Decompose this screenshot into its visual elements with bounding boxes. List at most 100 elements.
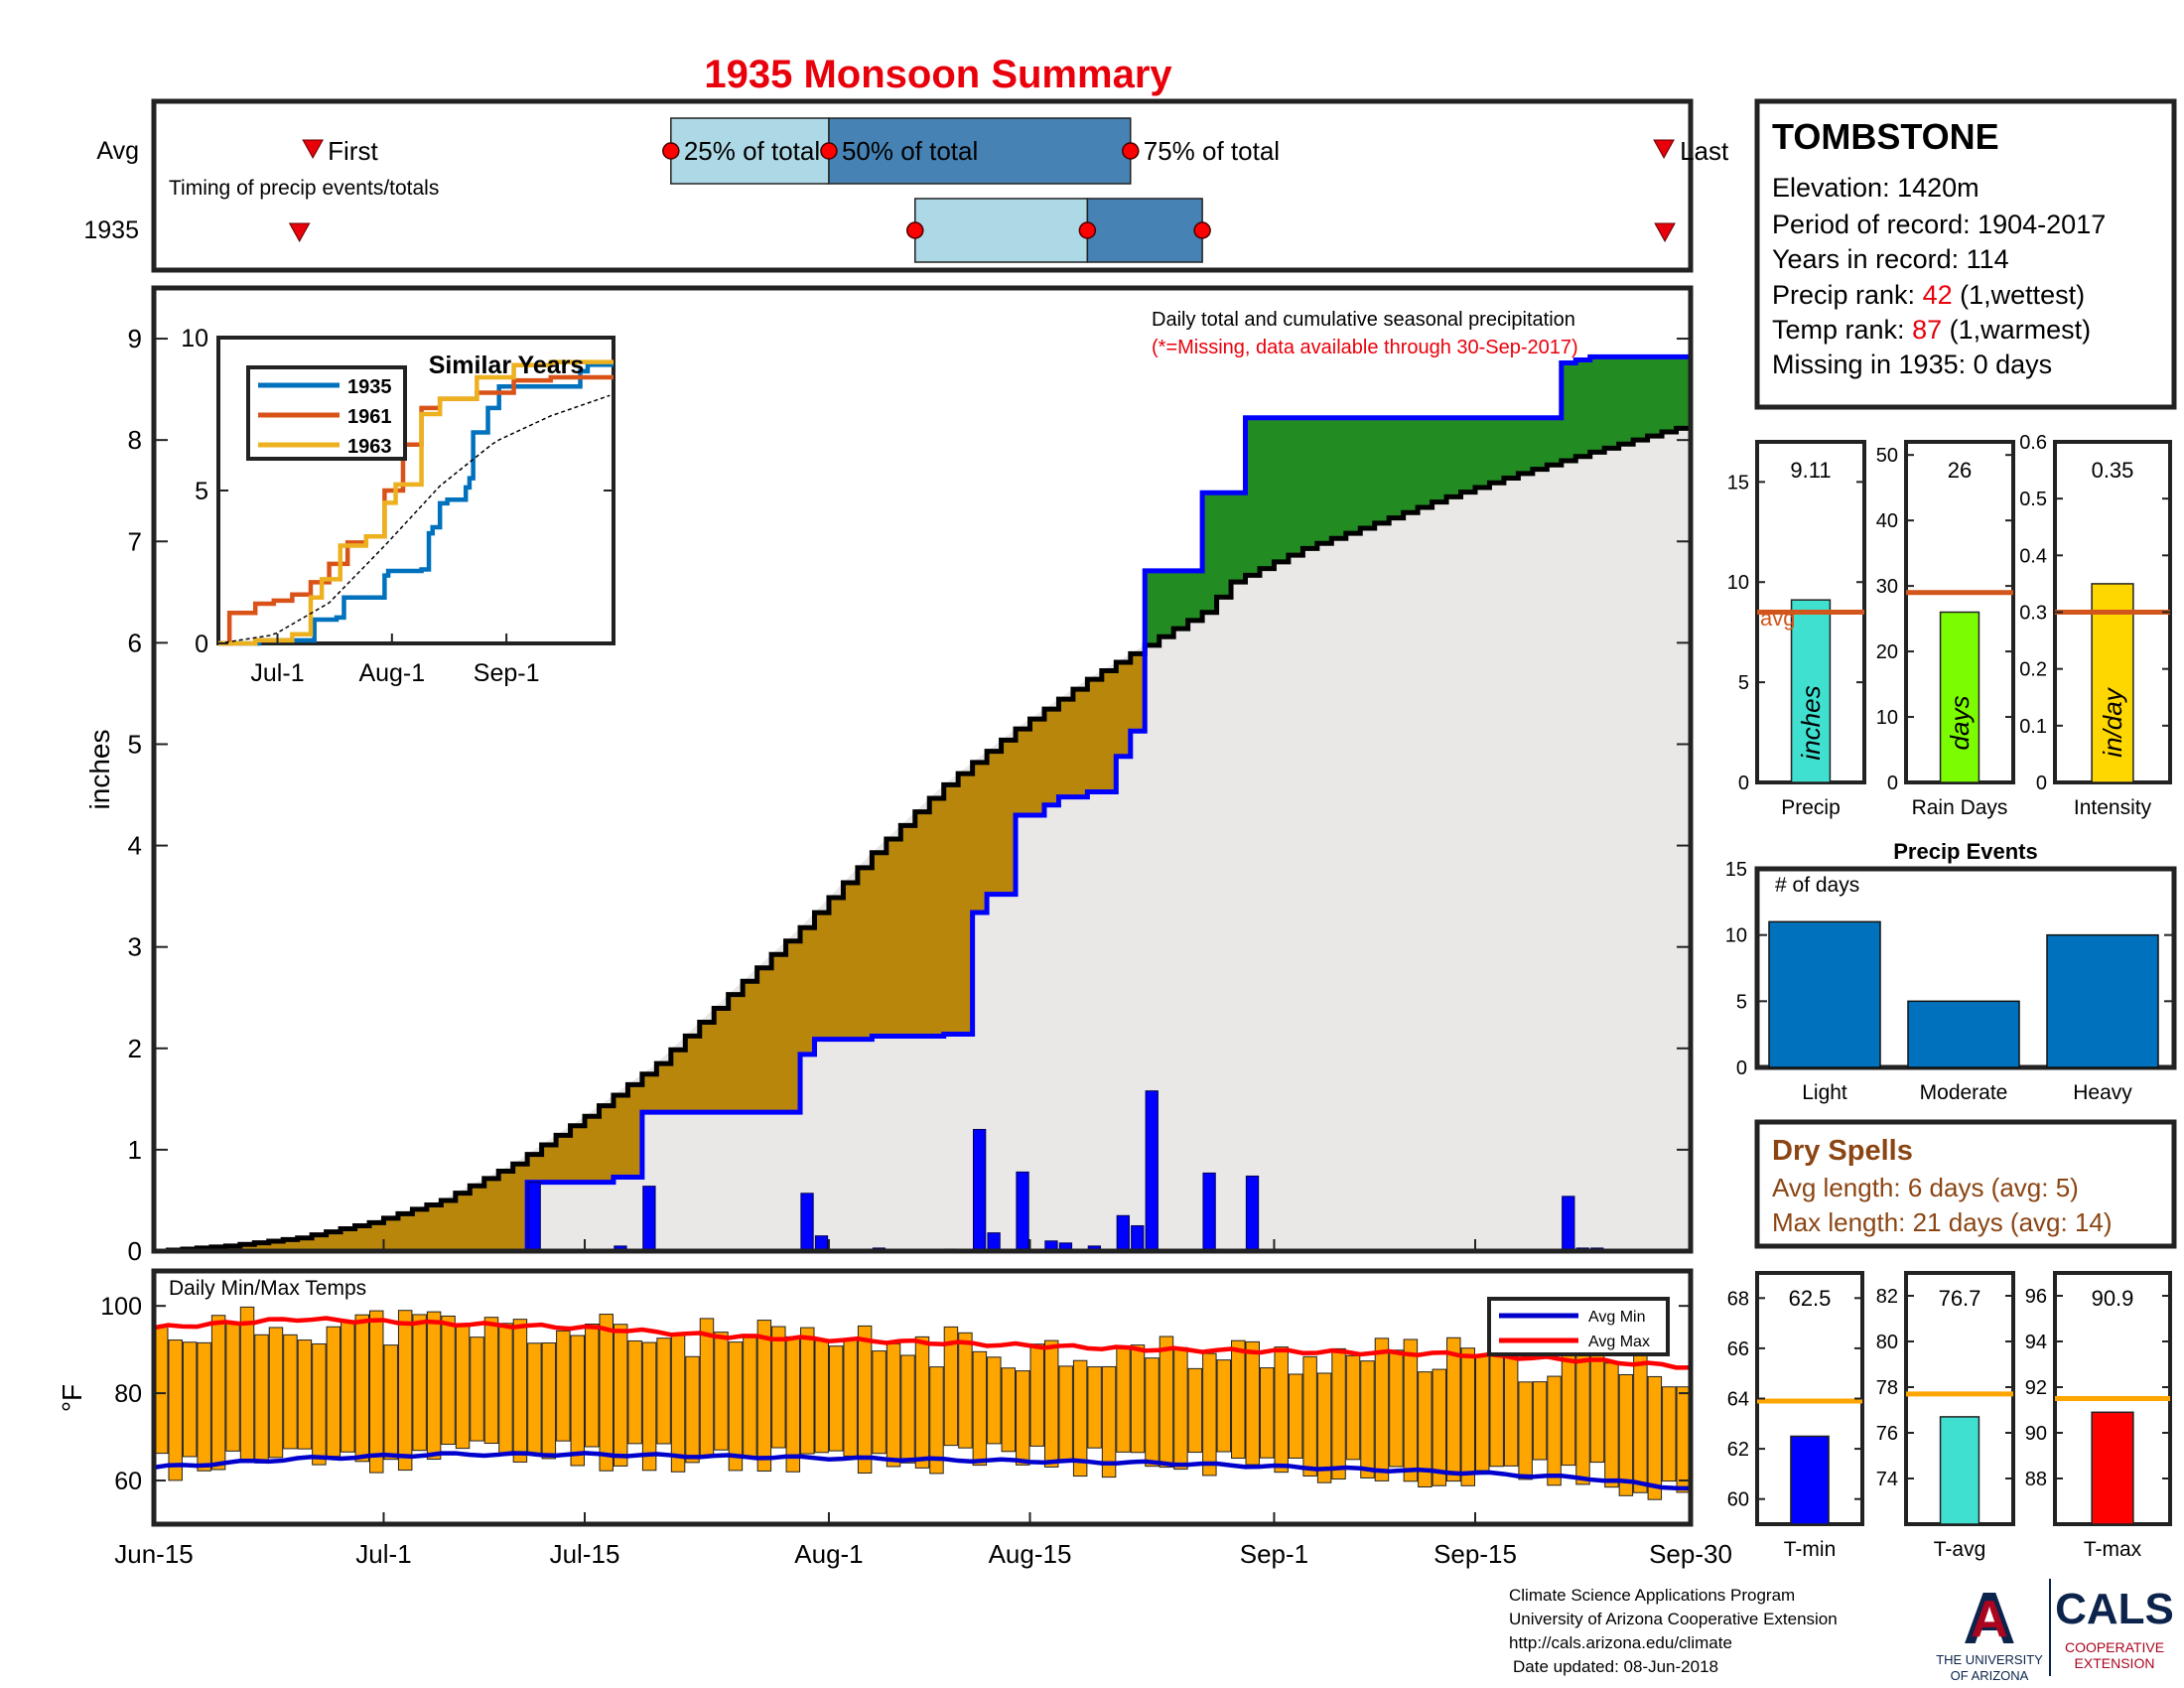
inset-legend-1935: 1935 (347, 376, 392, 398)
inset-title: Similar Years (429, 352, 585, 379)
above-avg-fill (1345, 417, 1361, 534)
below-avg-fill (383, 1217, 399, 1251)
daily-temp-bar (699, 1318, 715, 1458)
side-bar-intensity (2091, 583, 2134, 783)
side-value-intensity: 0.35 (2092, 458, 2134, 483)
daily-temp-bar (958, 1332, 973, 1449)
precip-events-panel: Precip Events Light Moderate Heavy 0 5 10 15 #… (1725, 839, 2177, 1104)
above-avg-fill (1389, 417, 1405, 518)
side-ytick-label: 5 (1738, 672, 1749, 694)
daily-temp-bar (656, 1337, 671, 1445)
daily-precip-bar (1145, 1090, 1159, 1252)
timing-panel: Avg 1935 Timing of precip events/totals … (83, 98, 1729, 273)
above-avg-fill (1316, 417, 1332, 544)
legend-avg-max: Avg Max (1588, 1334, 1650, 1350)
daily-temp-bar (929, 1366, 944, 1475)
inset-avg-line (217, 394, 611, 644)
side-ytick-label: 0.5 (2019, 489, 2047, 510)
daily-precip-bar (1131, 1224, 1145, 1252)
station-missing: Missing in 1935: 0 days (1772, 350, 2052, 379)
temp-side-ytick-label: 64 (1727, 1389, 1749, 1411)
temp-side-ytick-label: 66 (1727, 1338, 1749, 1360)
temp-ytick-label: 80 (114, 1380, 142, 1408)
main-ytick-label: 9 (128, 324, 142, 353)
below-avg-fill (1043, 709, 1060, 805)
above-avg-fill (1633, 356, 1649, 441)
daily-temp-bar (341, 1320, 355, 1453)
temp-ylabel: °F (57, 1384, 87, 1412)
side-ytick-label: 0.2 (2019, 659, 2047, 681)
temp-side-ytick-label: 60 (1727, 1489, 1749, 1511)
above-avg-fill (1489, 417, 1505, 484)
below-avg-fill (585, 1116, 601, 1183)
daily-temp-bar (1087, 1366, 1102, 1449)
daily-temp-bar (1575, 1352, 1590, 1485)
below-avg-fill (771, 954, 787, 1113)
daily-temp-bar (743, 1336, 757, 1460)
daily-temp-bar (900, 1354, 915, 1464)
below-avg-fill (987, 751, 1003, 895)
daily-temp-bar (1561, 1344, 1576, 1467)
temp-side-bar-tavg (1939, 1416, 1980, 1525)
cals-sub-2: EXTENSION (2075, 1655, 2155, 1671)
main-note-1: Daily total and cumulative seasonal prec… (1152, 309, 1575, 331)
xtick-label: Sep-1 (1240, 1539, 1308, 1569)
daily-temp-bar (914, 1336, 930, 1469)
footer-line-4: Date updated: 08-Jun-2018 (1513, 1657, 1718, 1676)
main-note-2: (*=Missing, data available through 30-Se… (1152, 337, 1578, 358)
temp-side-ytick-label: 68 (1727, 1288, 1749, 1310)
precip-avg-label: avg (1760, 606, 1795, 631)
side-value-precip: 9.11 (1790, 458, 1831, 483)
daily-temp-bar (1231, 1339, 1246, 1460)
above-avg-fill (1331, 417, 1347, 539)
daily-temp-bar (1159, 1336, 1174, 1469)
below-avg-fill (556, 1135, 572, 1183)
below-avg-fill (455, 1193, 471, 1251)
daily-temp-bar (1589, 1353, 1605, 1464)
daily-temp-bar (685, 1355, 700, 1464)
daily-precip-bar (527, 1182, 541, 1252)
cals-text: CALS (2055, 1585, 2174, 1633)
below-avg-fill (914, 811, 930, 1037)
daily-temp-bar (1043, 1339, 1059, 1468)
below-avg-fill (512, 1164, 528, 1251)
event-ytick-label: 15 (1725, 859, 1747, 881)
inset-legend: 1935 1961 1963 (246, 365, 407, 461)
event-ytick-label: 10 (1725, 925, 1747, 947)
temp-side-ytick-label: 96 (2025, 1286, 2047, 1308)
below-avg-fill (1072, 689, 1088, 797)
event-category-label: Moderate (1920, 1081, 2008, 1104)
above-avg-fill (1547, 417, 1563, 466)
temp-side-ytick-label: 94 (2025, 1332, 2047, 1353)
side-ytick-label: 50 (1876, 445, 1898, 467)
daily-temp-bar (872, 1350, 887, 1455)
first-label: First (328, 136, 378, 166)
above-avg-fill (1374, 417, 1390, 523)
above-avg-fill (1245, 417, 1261, 576)
legend-avg-min: Avg Min (1588, 1309, 1646, 1326)
daily-temp-bar (210, 1315, 226, 1471)
inset-series-1935 (218, 362, 614, 646)
below-avg-fill (828, 898, 845, 1040)
daily-temp-bar (1474, 1354, 1490, 1472)
main-ytick-label: 1 (128, 1135, 142, 1165)
below-avg-fill (886, 839, 901, 1037)
inset-xtick-label: Sep-1 (474, 659, 540, 687)
avg-min-temp-line (153, 1451, 1692, 1491)
temp-title: Daily Min/Max Temps (169, 1277, 366, 1300)
ua-line-2: OF ARIZONA (1951, 1668, 2029, 1683)
station-precip-rank: Precip rank: 42 (1,wettest) (1772, 280, 2085, 310)
event-bar-light (1768, 920, 1881, 1068)
below-avg-fill (354, 1225, 370, 1251)
daily-temp-bar (1676, 1386, 1692, 1493)
inset-legend-1961: 1961 (347, 406, 392, 428)
side-value-rain_days: 26 (1948, 458, 1972, 483)
inset-ytick-label: 5 (195, 478, 208, 505)
above-avg-fill (1532, 417, 1548, 470)
daily-temp-bar (197, 1341, 211, 1472)
main-ylabel: inches (84, 730, 115, 810)
below-avg-fill (613, 1094, 629, 1178)
below-avg-fill (541, 1144, 557, 1183)
daily-temp-bar (1288, 1373, 1303, 1459)
temp-side-ytick-label: 78 (1876, 1377, 1898, 1399)
